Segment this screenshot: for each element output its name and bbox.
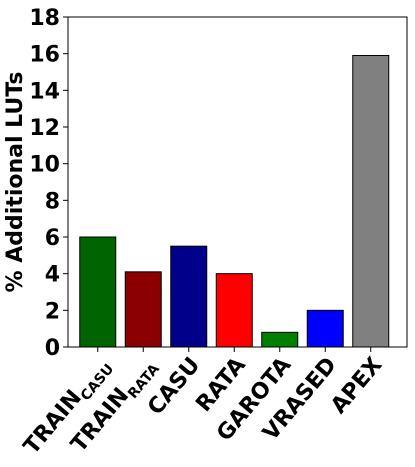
y-tick-label: 16: [29, 43, 60, 68]
y-tick-label: 4: [45, 263, 60, 288]
y-tick-label: 14: [29, 79, 60, 104]
y-tick-label: 2: [45, 299, 60, 324]
bar: [261, 331, 299, 348]
bar: [79, 236, 117, 348]
y-tick-label: 12: [29, 116, 60, 141]
y-tick-label: 6: [45, 226, 60, 251]
y-tick-label: 8: [45, 189, 60, 214]
x-axis: TRAINCASUTRAINRATACASURATAGAROTAVRASEDAP…: [19, 347, 387, 459]
y-tick-label: 10: [29, 153, 60, 178]
y-axis: 0 2 4 6 8 10 12 14 16 18: [29, 6, 68, 361]
bar: [124, 271, 162, 348]
bar: [215, 273, 253, 348]
bars-group: [79, 55, 390, 348]
y-axis-label: % Additional LUTs: [3, 72, 28, 293]
x-tick-label: APEX: [326, 353, 387, 419]
bar: [170, 245, 208, 348]
bar: [306, 309, 344, 348]
y-tick-label: 0: [45, 336, 60, 361]
y-tick-label: 18: [29, 6, 60, 31]
bar: [352, 55, 390, 348]
plot-area-frame: [67, 16, 408, 348]
